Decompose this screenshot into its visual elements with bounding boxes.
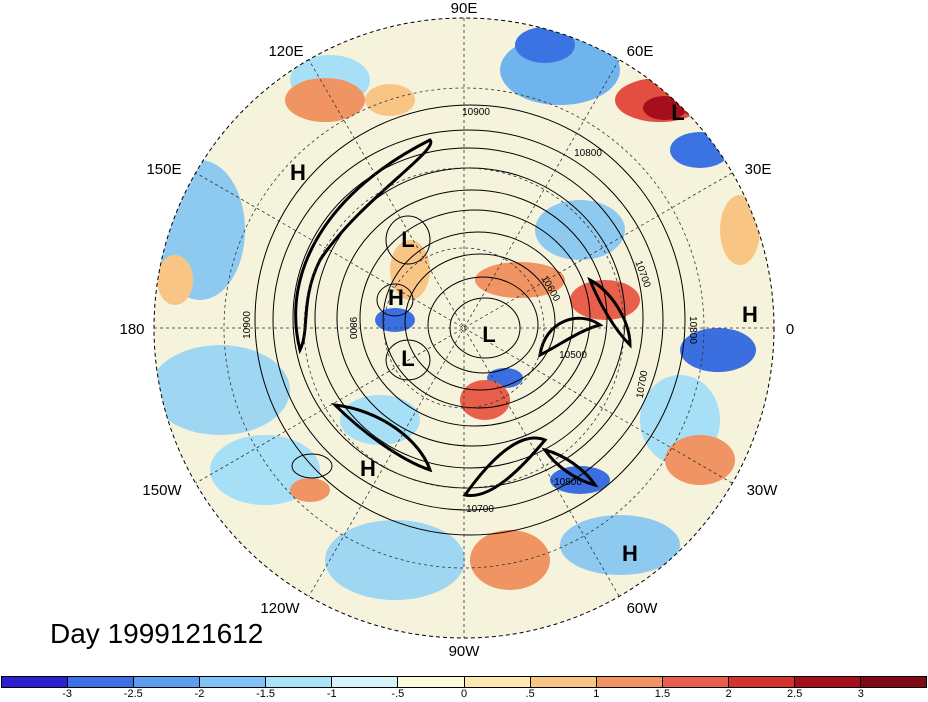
colorbar-tick-label: -.5 <box>391 688 405 700</box>
colorbar-swatch <box>794 677 862 687</box>
colorbar-swatch <box>266 677 333 687</box>
colorbar-tick-label: -2.5 <box>123 688 143 700</box>
lon-label-90w: 90W <box>449 643 481 660</box>
lon-label-90e: 90E <box>451 0 478 17</box>
colorbar-ticks: -3 -2.5 -2 -1.5 -1 -.5 0 .5 1 1.5 2 2.5 3 <box>0 688 928 702</box>
colorbar-boxes <box>1 676 927 688</box>
graticule <box>154 18 774 638</box>
colorbar-tick-label: -1.5 <box>256 688 276 700</box>
colorbar: -3 -2.5 -2 -1.5 -1 -.5 0 .5 1 1.5 2 2.5 3 <box>0 676 928 702</box>
high-center-label: H <box>290 160 306 185</box>
lon-label-60e: 60E <box>627 43 654 60</box>
map-boundary <box>153 17 775 639</box>
lon-label-150e: 150E <box>146 161 181 178</box>
colorbar-tick-label: -3 <box>62 688 73 700</box>
colorbar-tick-label: -2 <box>194 688 205 700</box>
colorbar-swatch <box>530 677 597 687</box>
low-center-label: L <box>671 100 684 125</box>
high-center-label: H <box>742 302 758 327</box>
high-center-label: H <box>360 456 376 481</box>
colorbar-swatch <box>200 677 267 687</box>
lon-label-120e: 120E <box>268 43 303 60</box>
anomaly-field <box>154 18 774 638</box>
colorbar-tick-label: 0 <box>460 688 468 700</box>
contour-label: 10800 <box>574 148 602 159</box>
colorbar-tick-label: 2 <box>725 688 732 700</box>
colorbar-swatch <box>464 677 531 687</box>
lon-label-180: 180 <box>119 321 144 338</box>
contour-label: 10900 <box>242 311 253 339</box>
low-center-label: L <box>401 346 414 371</box>
colorbar-tick-label: 3 <box>857 688 864 700</box>
colorbar-tick-label: 1.5 <box>654 688 671 700</box>
jet-contours <box>294 138 632 498</box>
low-center-label: L <box>482 322 495 347</box>
colorbar-tick-label: .5 <box>525 688 535 700</box>
contour-label: 10700 <box>635 369 651 399</box>
pressure-centers: L H L H L L H H H <box>290 100 758 566</box>
lon-label-30w: 30W <box>747 482 779 499</box>
high-center-label: H <box>388 285 404 310</box>
high-center-label: H <box>622 541 638 566</box>
lon-label-0: 0 <box>786 321 794 338</box>
day-label: Day 1999121612 <box>50 618 264 649</box>
colorbar-swatch <box>728 677 795 687</box>
colorbar-swatch <box>68 677 135 687</box>
colorbar-tick-label: 2.5 <box>787 688 803 700</box>
low-center-label: L <box>401 227 414 252</box>
lon-label-60w: 60W <box>627 600 659 617</box>
lon-label-150w: 150W <box>142 482 182 499</box>
contour-label: 10700 <box>466 504 494 515</box>
colorbar-tick-label: -1 <box>326 688 337 700</box>
colorbar-swatch <box>134 677 201 687</box>
colorbar-tick-label: 1 <box>593 688 600 700</box>
longitude-labels: 90E 60E 30E 0 30W 60W 90W 120W 150W 180 … <box>119 0 794 660</box>
colorbar-swatch <box>2 677 69 687</box>
contour-label: 10500 <box>559 350 587 361</box>
contour-label: 10900 <box>462 107 490 118</box>
colorbar-swatch <box>332 677 399 687</box>
lon-label-120w: 120W <box>260 600 300 617</box>
contour-label: 10800 <box>687 316 698 344</box>
colorbar-swatch <box>596 677 663 687</box>
colorbar-swatch <box>398 677 465 687</box>
contour-label: 10800 <box>554 477 582 488</box>
colorbar-swatch <box>662 677 729 687</box>
contour-label: 9800 <box>347 317 358 340</box>
colorbar-swatch <box>861 677 927 687</box>
lon-label-30e: 30E <box>745 161 772 178</box>
